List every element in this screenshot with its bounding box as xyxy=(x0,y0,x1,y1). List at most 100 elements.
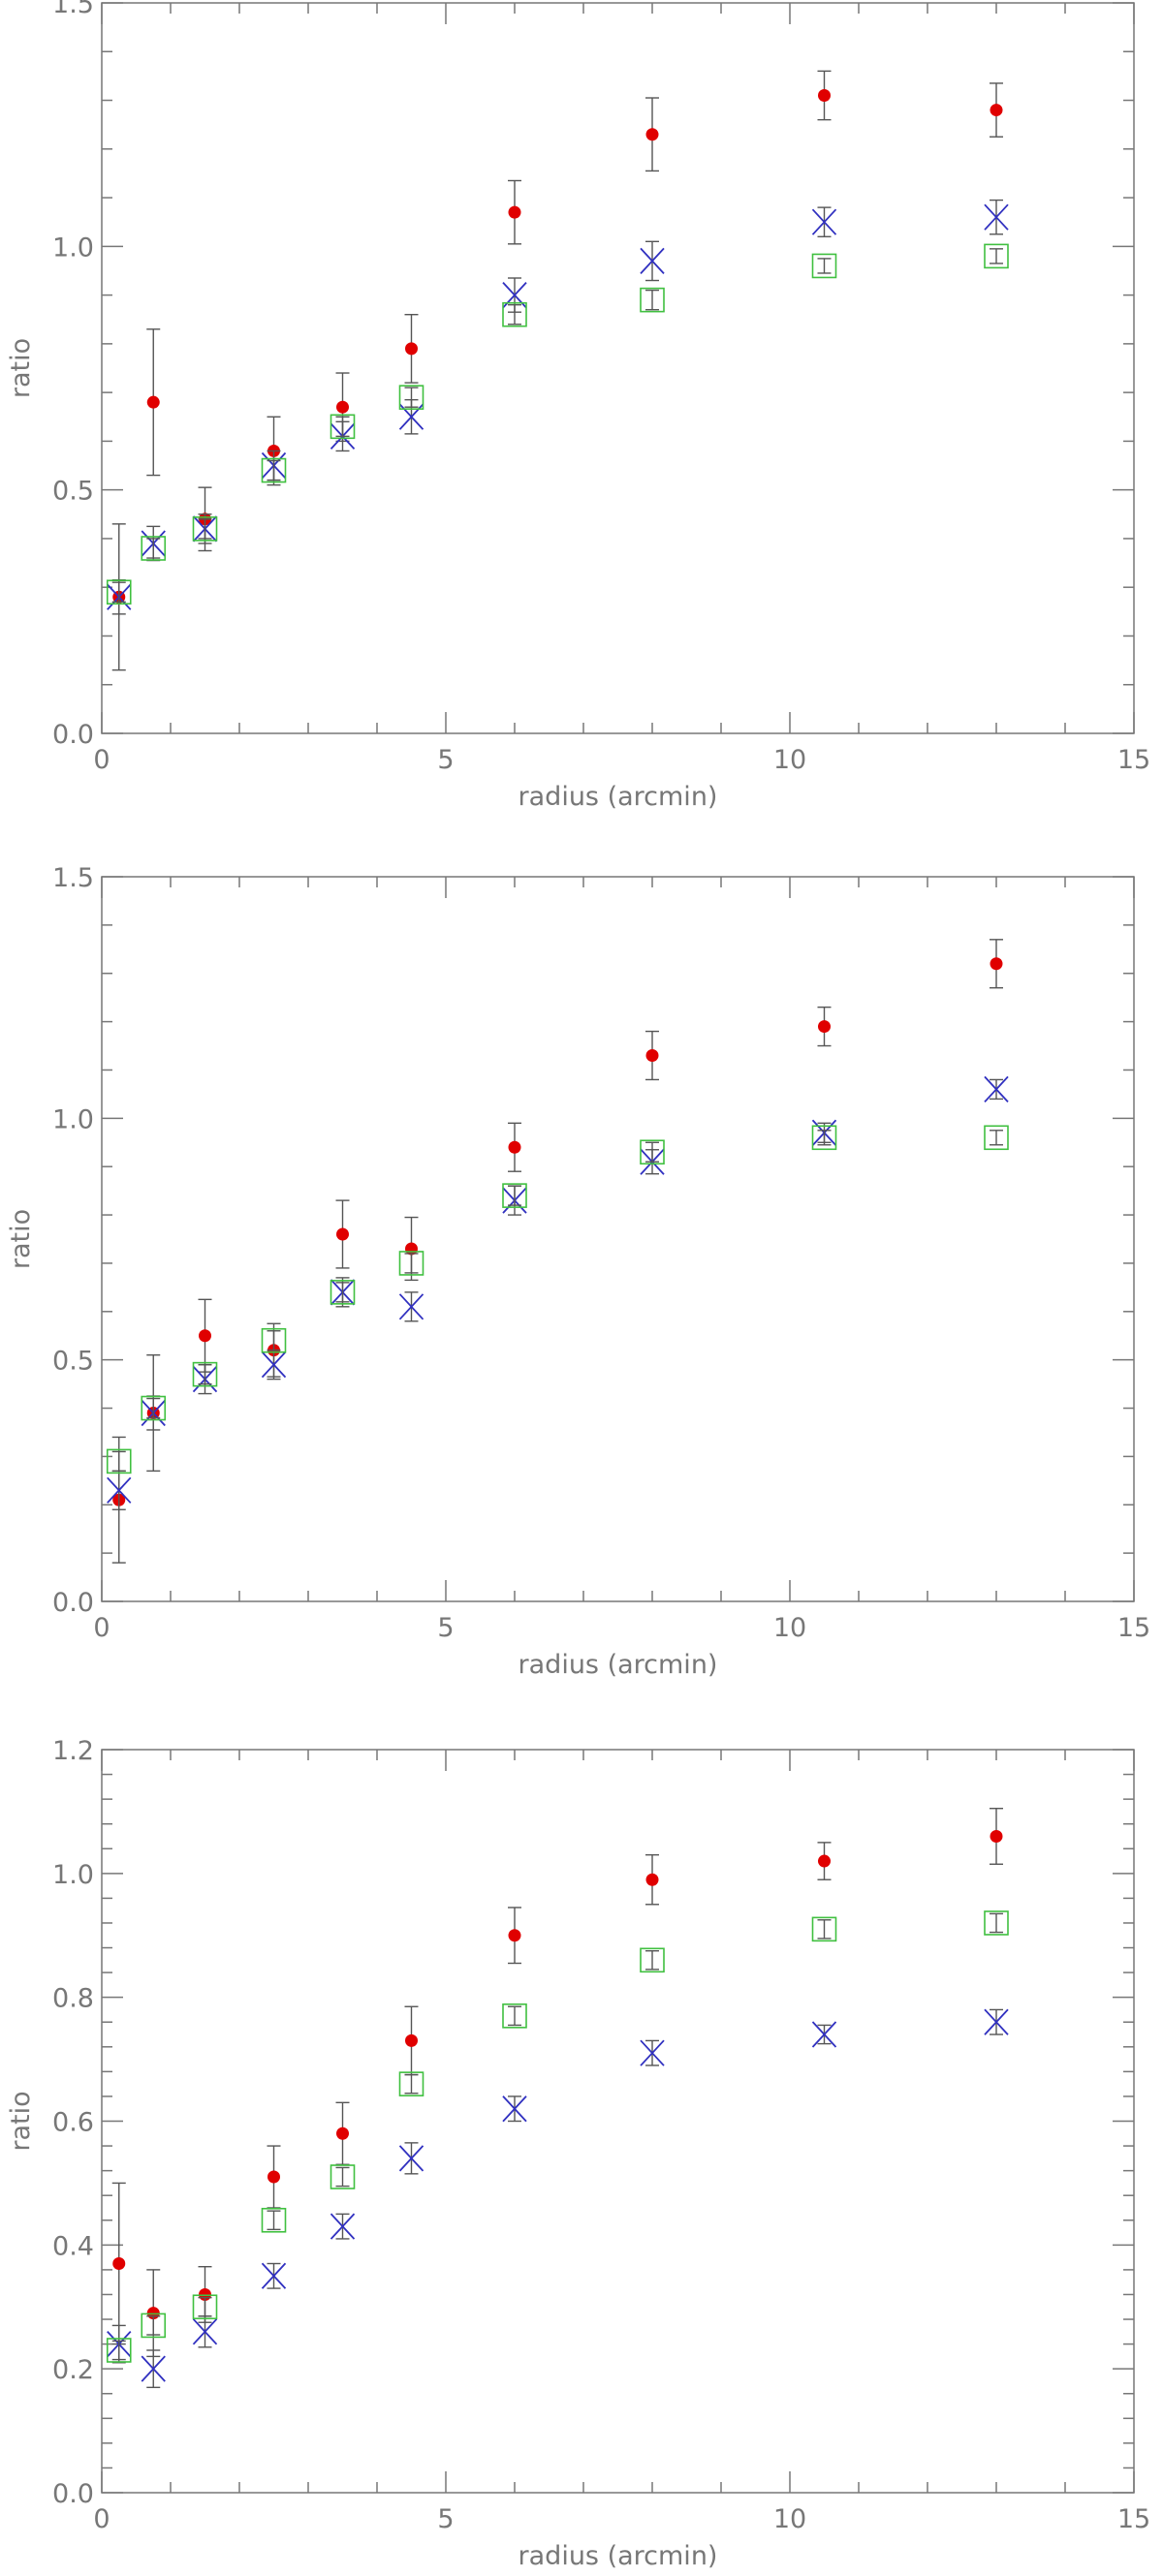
y-tick-label: 0.0 xyxy=(52,2479,94,2509)
data-point-square xyxy=(330,1280,356,1305)
data-point-square xyxy=(811,1916,837,1942)
data-point-x-stroke xyxy=(984,1075,1009,1103)
data-point-square xyxy=(640,1947,665,1973)
data-point-square xyxy=(141,1395,167,1421)
y-tick-label: 0.0 xyxy=(52,720,94,750)
data-point-dot xyxy=(508,1929,521,1942)
data-point-square xyxy=(398,2071,424,2096)
y-tick-label: 0.0 xyxy=(52,1588,94,1618)
x-tick-label: 15 xyxy=(1117,1613,1150,1643)
chart-panel-2: 0 5 10 15 0.0 0.5 1.0 1.5 radius (arcmin) ratio xyxy=(6,863,1150,1680)
data-point-dot xyxy=(818,1020,831,1034)
data-point-square xyxy=(330,2164,356,2189)
y-tick-label: 0.8 xyxy=(52,1984,94,2014)
x-tick-label: 5 xyxy=(437,2504,454,2534)
data-point-x-stroke xyxy=(502,2095,527,2123)
data-point-dot xyxy=(508,205,521,219)
data-point-square xyxy=(261,2207,287,2233)
data-point-x-stroke xyxy=(984,2008,1009,2035)
x-tick-label: 0 xyxy=(93,2504,110,2534)
data-point-x-stroke xyxy=(984,203,1009,231)
data-point-x xyxy=(261,1351,287,1379)
x-tick-label: 5 xyxy=(437,745,454,775)
x-tick-label: 0 xyxy=(93,1613,110,1643)
data-point-x xyxy=(984,2008,1009,2035)
data-point-square xyxy=(141,2312,167,2339)
x-tick-label: 15 xyxy=(1117,745,1150,775)
data-point-dot xyxy=(508,1140,521,1154)
data-point-x-stroke xyxy=(330,2213,356,2240)
data-point-dot xyxy=(336,1227,349,1241)
data-point-x-stroke xyxy=(398,2145,424,2172)
data-point-x xyxy=(811,208,837,235)
data-point-square xyxy=(502,301,527,327)
y-axis-title: ratio xyxy=(6,338,36,398)
data-point-dot xyxy=(405,342,418,356)
data-point-square xyxy=(192,2294,218,2320)
chart-panel-3: 0 5 10 15 0.0 0.2 0.4 0.6 0.8 1.0 1.2 radius (arcmi… xyxy=(6,1736,1150,2571)
data-point-square xyxy=(640,287,665,313)
data-point-x xyxy=(640,2039,665,2066)
data-point-square xyxy=(811,1125,837,1151)
data-point-x xyxy=(984,203,1009,231)
data-point-x-stroke xyxy=(141,2355,166,2382)
chart-panel-1: 0 5 10 15 0.0 0.5 1.0 1.5 radius (arcmin) ratio xyxy=(6,0,1150,812)
data-point-square xyxy=(640,1139,665,1165)
data-point-dot xyxy=(405,2033,418,2047)
data-point-x xyxy=(398,1293,424,1320)
y-tick-label: 1.5 xyxy=(52,863,94,893)
data-point-square xyxy=(811,253,837,279)
data-point-x-stroke xyxy=(398,1293,424,1320)
data-point-x xyxy=(811,2021,837,2048)
y-axis-title: ratio xyxy=(6,2091,36,2151)
data-point-dot xyxy=(818,89,831,103)
data-point-x xyxy=(107,1476,132,1504)
data-point-x-stroke xyxy=(192,2318,218,2345)
data-point-square xyxy=(261,457,287,483)
data-point-x xyxy=(261,2262,287,2289)
plot-frame xyxy=(101,876,1135,1602)
data-point-x-stroke xyxy=(811,2021,837,2048)
x-axis-title: radius (arcmin) xyxy=(519,1650,718,1680)
y-tick-label: 1.0 xyxy=(52,1104,94,1134)
x-tick-label: 10 xyxy=(773,2504,806,2534)
data-point-x xyxy=(984,1075,1009,1103)
x-tick-label: 0 xyxy=(93,745,110,775)
y-tick-label: 0.4 xyxy=(52,2231,94,2261)
data-point-square xyxy=(106,579,132,605)
x-axis-title: radius (arcmin) xyxy=(519,2541,718,2571)
data-point-dot xyxy=(199,1329,211,1343)
data-point-dot xyxy=(645,1049,659,1063)
data-point-square xyxy=(398,1251,424,1276)
data-point-dot xyxy=(336,2126,349,2140)
data-point-dot xyxy=(336,400,349,414)
data-point-square xyxy=(330,414,356,440)
data-point-square xyxy=(192,1361,218,1387)
x-tick-label: 15 xyxy=(1117,2504,1150,2534)
data-point-dot xyxy=(146,395,160,409)
data-point-x xyxy=(398,2145,424,2172)
data-point-square xyxy=(984,1910,1009,1936)
data-point-x-stroke xyxy=(640,247,665,275)
data-point-square xyxy=(141,536,167,561)
y-tick-label: 1.0 xyxy=(52,1860,94,1890)
data-point-dot xyxy=(267,2170,280,2184)
plot-frame xyxy=(101,1749,1135,2494)
y-tick-label: 1.2 xyxy=(52,1736,94,1766)
data-point-square xyxy=(502,1183,527,1208)
data-point-square xyxy=(502,2003,527,2029)
data-point-dot xyxy=(990,957,1003,971)
x-tick-label: 10 xyxy=(773,1613,806,1643)
data-point-x xyxy=(640,247,665,275)
plot-frame xyxy=(101,2,1135,734)
y-tick-label: 0.2 xyxy=(52,2355,94,2385)
y-tick-label: 1.5 xyxy=(52,0,94,19)
data-point-square xyxy=(106,1448,132,1474)
data-point-square xyxy=(984,243,1009,269)
data-point-dot xyxy=(112,2257,126,2271)
data-point-square xyxy=(398,385,424,410)
data-point-dot xyxy=(818,1854,831,1868)
y-tick-label: 0.5 xyxy=(52,1347,94,1377)
data-point-square xyxy=(192,516,218,542)
